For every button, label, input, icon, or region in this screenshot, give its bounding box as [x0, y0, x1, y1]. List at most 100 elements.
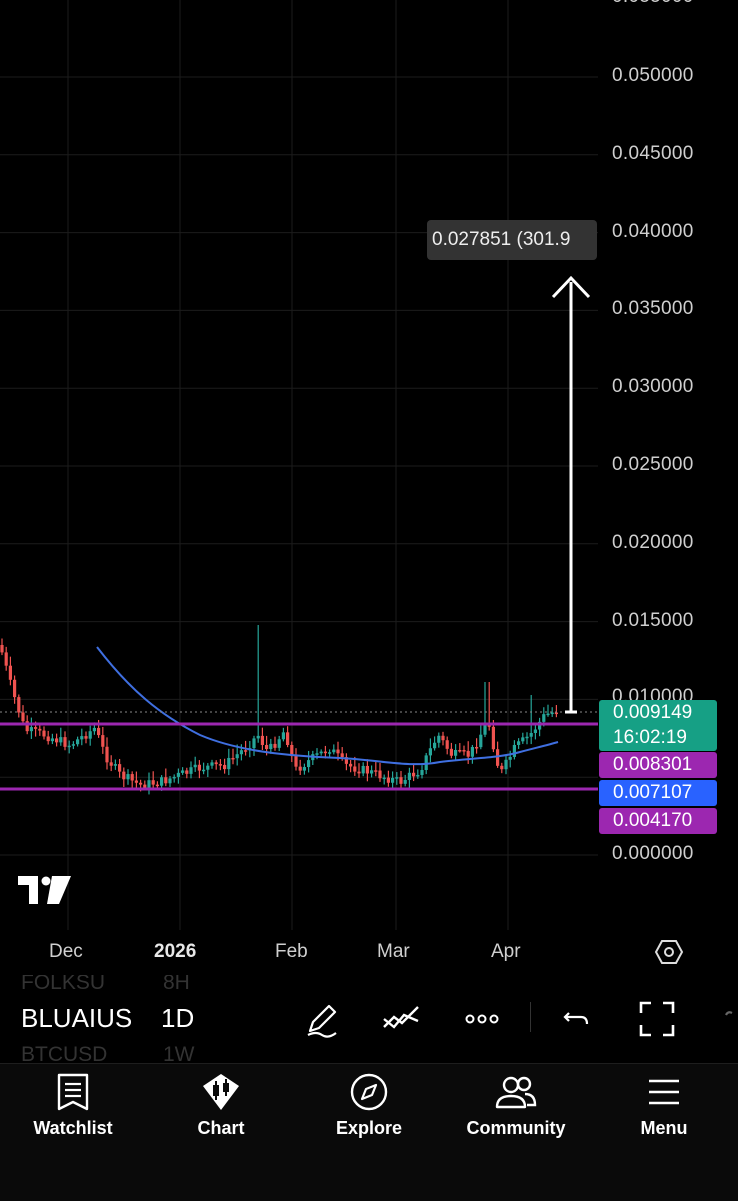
candle-body — [231, 757, 235, 760]
undo-icon[interactable] — [555, 997, 599, 1041]
candle-body — [412, 772, 416, 777]
support-level-tag: 0.004170 — [599, 808, 717, 834]
candle-body — [517, 741, 521, 745]
candle-body — [353, 766, 357, 772]
candle-body — [479, 734, 483, 748]
candle-body — [433, 742, 437, 749]
candle-body — [504, 759, 508, 770]
candle-body — [189, 767, 193, 774]
ghost-symbol-below: BTCUSD — [21, 1043, 108, 1063]
candle-body — [437, 735, 441, 743]
y-axis-label: 0.015000 — [612, 610, 694, 631]
chart-toolbar: FOLKSU 8H BTCUSD 1W — [0, 975, 738, 1063]
measure-label: 0.027851 (301.9 — [427, 220, 597, 260]
candle-body — [538, 721, 542, 730]
nav-label-explore: Explore — [335, 1118, 403, 1138]
candle-body — [25, 721, 29, 732]
x-axis-label: Dec — [49, 941, 83, 962]
nav-community[interactable]: Community — [460, 1072, 572, 1152]
x-axis-label: Apr — [491, 941, 521, 962]
candle-body — [349, 763, 353, 767]
y-axis-label: 0.055000 — [612, 0, 694, 8]
indicators-icon[interactable] — [380, 997, 424, 1041]
candle-body — [97, 727, 101, 736]
candle-body — [92, 727, 96, 732]
candle-body — [454, 750, 458, 756]
y-axis-label: 0.025000 — [612, 454, 694, 475]
candle-body — [235, 754, 239, 759]
candle-body — [143, 784, 147, 789]
candle-body — [277, 739, 281, 748]
nav-label-chart: Chart — [197, 1118, 245, 1138]
candle-body — [365, 765, 369, 774]
candle-body — [67, 745, 71, 748]
candle-body — [0, 645, 4, 653]
candle-body — [286, 732, 290, 745]
candle-body — [441, 735, 445, 741]
candle-body — [428, 748, 432, 756]
candle-body — [403, 779, 407, 784]
hamburger-menu-icon — [649, 1079, 679, 1105]
candle-body — [59, 737, 63, 743]
nav-label-menu: Menu — [640, 1118, 688, 1138]
candle-body — [134, 780, 138, 783]
bar-countdown-tag: 16:02:19 — [599, 725, 717, 751]
candle-body — [260, 735, 264, 745]
interval-selector[interactable]: 1D — [161, 1003, 195, 1033]
candle-body — [160, 777, 164, 786]
moving-average-tag: 0.007107 — [599, 780, 717, 806]
candle-body — [529, 733, 533, 737]
candle-body — [332, 749, 336, 753]
candle-body — [13, 679, 17, 698]
candle-body — [315, 753, 319, 755]
community-icon — [495, 1076, 537, 1109]
candle-body — [139, 782, 143, 785]
candle-body — [382, 777, 386, 780]
candle-body — [101, 735, 105, 747]
chart-settings-icon[interactable] — [654, 937, 684, 967]
redo-icon[interactable] — [718, 997, 738, 1041]
pen-icon[interactable] — [300, 997, 344, 1041]
chart-area[interactable]: 0.027851 (301.9 0.055000 0.050000 0.0450… — [0, 0, 738, 975]
nav-chart[interactable]: Chart — [176, 1072, 266, 1152]
fullscreen-icon[interactable] — [635, 997, 679, 1041]
candle-body — [336, 749, 340, 754]
candle-body — [449, 748, 453, 756]
resistance-level-tag: 0.008301 — [599, 752, 717, 778]
symbol-selector[interactable]: BLUAIUS — [21, 1003, 133, 1033]
candle-body — [533, 729, 537, 734]
x-axis-label: 2026 — [154, 941, 197, 962]
candle-body — [80, 736, 84, 740]
candle-body — [281, 732, 285, 740]
candle-body — [239, 750, 243, 755]
y-axis-label: 0.030000 — [612, 376, 694, 397]
candle-body — [302, 767, 306, 771]
candle-body — [416, 774, 420, 777]
nav-explore[interactable]: Explore — [324, 1072, 414, 1152]
candle-body — [105, 746, 109, 763]
candle-body — [374, 770, 378, 772]
y-axis-label: 0.035000 — [612, 298, 694, 319]
candle-body — [542, 714, 546, 722]
ghost-interval-below: 1W — [163, 1043, 195, 1063]
candle-body — [46, 736, 50, 742]
candle-body — [307, 760, 311, 768]
candle-body — [370, 770, 374, 774]
candle-body — [319, 751, 323, 754]
candle-body — [462, 750, 466, 752]
nav-watchlist[interactable]: Watchlist — [20, 1072, 126, 1152]
candle-body — [323, 751, 327, 754]
price-chart[interactable] — [0, 0, 738, 975]
candle-body — [508, 756, 512, 760]
candle-body — [512, 744, 516, 757]
more-icon[interactable] — [460, 997, 504, 1041]
y-axis-label: 0.050000 — [612, 65, 694, 86]
candle-body — [109, 762, 113, 766]
candle-body — [483, 723, 487, 735]
candle-body — [546, 713, 550, 716]
x-axis-label: Mar — [377, 941, 410, 962]
nav-label-watchlist: Watchlist — [33, 1118, 113, 1138]
candle-body — [76, 739, 80, 745]
candle-body — [357, 771, 361, 774]
nav-menu[interactable]: Menu — [628, 1072, 700, 1152]
